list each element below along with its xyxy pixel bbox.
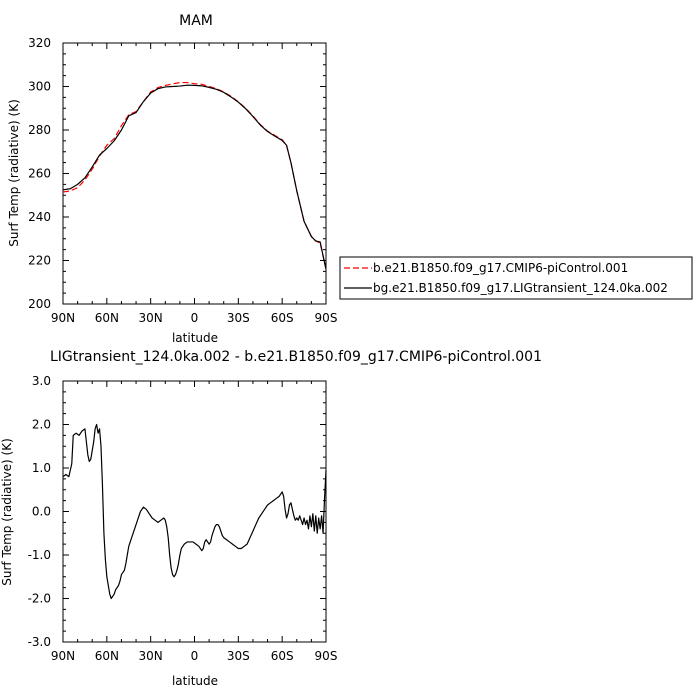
bottom-y-tick-label: 1.0 — [32, 461, 51, 475]
bottom-y-tick-label: 2.0 — [32, 418, 51, 432]
top-x-tick-label: 30S — [227, 311, 250, 325]
legend-label-control: b.e21.B1850.f09_g17.CMIP6-piControl.001 — [373, 261, 628, 275]
top-plot-frame — [62, 42, 327, 305]
top-panel: MAM 90N 60N 30N 0 30S 60S 90S 200 220 240 260 280 3… — [7, 13, 337, 345]
bottom-y-tick-label: -2.0 — [28, 592, 51, 606]
bottom-chart-title: LIGtransient_124.0ka.002 - b.e21.B1850.f… — [50, 349, 542, 365]
top-y-axis-label: Surf Temp (radiative) (K) — [7, 99, 21, 247]
top-x-tick-label: 60S — [271, 311, 294, 325]
bottom-x-tick-label: 60N — [95, 649, 119, 663]
top-x-tick-label: 0 — [191, 311, 199, 325]
bottom-y-tick-label: -3.0 — [28, 635, 51, 649]
top-y-tick-label: 320 — [28, 36, 51, 50]
top-x-tick-label: 60N — [95, 311, 119, 325]
bottom-x-tick-label: 0 — [191, 649, 199, 663]
bottom-y-tick-label: -1.0 — [28, 548, 51, 562]
legend-box — [339, 256, 693, 300]
top-y-tick-label: 240 — [28, 210, 51, 224]
legend-label-ligtransient: bg.e21.B1850.f09_g17.LIGtransient_124.0k… — [373, 281, 668, 295]
top-x-tick-label: 90S — [315, 311, 338, 325]
top-y-tick-label: 200 — [28, 297, 51, 311]
bottom-x-tick-label: 90S — [315, 649, 338, 663]
top-series-line-1 — [62, 81, 327, 270]
top-series-lines — [62, 81, 327, 270]
bottom-series-lines — [62, 423, 327, 600]
top-x-tick-label: 90N — [51, 311, 75, 325]
bottom-x-tick-label: 30N — [139, 649, 163, 663]
bottom-y-tick-labels: -3.0 -2.0 -1.0 0.0 1.0 2.0 3.0 — [28, 374, 51, 649]
top-y-tick-labels: 200 220 240 260 280 300 320 — [28, 36, 51, 311]
legend: b.e21.B1850.f09_g17.CMIP6-piControl.001 … — [339, 256, 693, 300]
bottom-x-tick-label: 90N — [51, 649, 75, 663]
bottom-series-line-1 — [62, 423, 327, 600]
top-y-tick-label: 280 — [28, 123, 51, 137]
top-y-tick-label: 260 — [28, 167, 51, 181]
top-x-tick-label: 30N — [139, 311, 163, 325]
bottom-x-tick-labels: 90N 60N 30N 0 30S 60S 90S — [51, 649, 338, 663]
bottom-x-tick-label: 30S — [227, 649, 250, 663]
top-x-tick-labels: 90N 60N 30N 0 30S 60S 90S — [51, 311, 338, 325]
top-y-tick-label: 220 — [28, 254, 51, 268]
bottom-plot-frame — [62, 380, 327, 643]
bottom-y-axis-label: Surf Temp (radiative) (K) — [0, 438, 14, 586]
top-y-tick-label: 300 — [28, 80, 51, 94]
top-chart-title: MAM — [179, 13, 213, 29]
top-ticks — [62, 42, 327, 305]
bottom-x-axis-label: latitude — [172, 674, 218, 688]
bottom-panel: LIGtransient_124.0ka.002 - b.e21.B1850.f… — [0, 349, 542, 688]
bottom-y-tick-label: 0.0 — [32, 505, 51, 519]
bottom-ticks — [62, 380, 327, 643]
top-x-axis-label: latitude — [172, 331, 218, 345]
bottom-y-tick-label: 3.0 — [32, 374, 51, 388]
bottom-x-tick-label: 60S — [271, 649, 294, 663]
top-series-line-2 — [62, 84, 327, 270]
